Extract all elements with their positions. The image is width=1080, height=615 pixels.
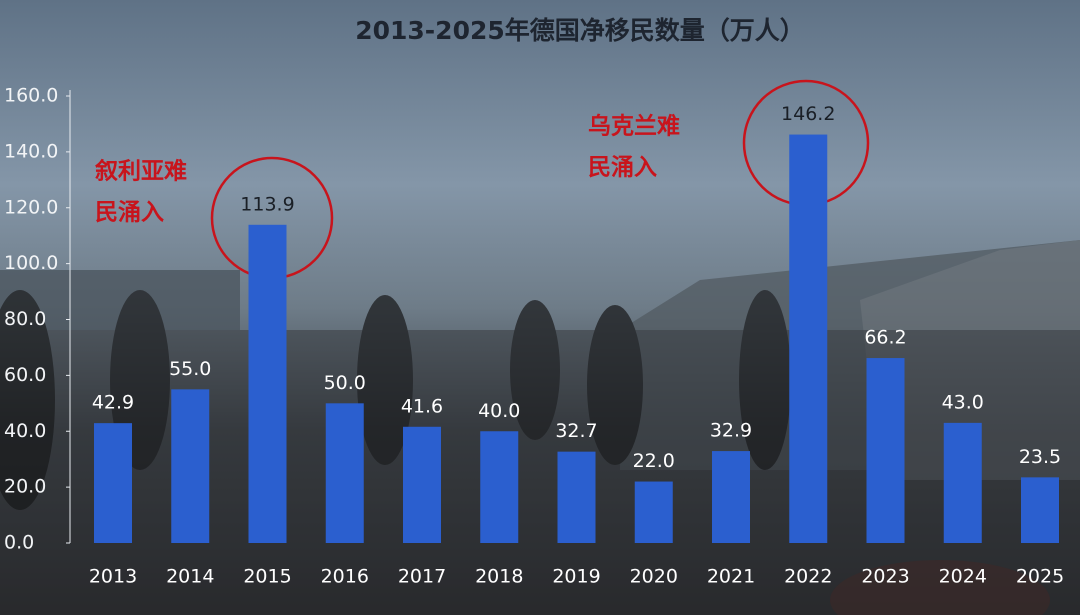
- x-tick-label: 2021: [707, 566, 755, 588]
- y-tick-label: 40.0: [4, 420, 46, 442]
- value-label: 41.6: [401, 395, 443, 417]
- bar: [325, 403, 364, 543]
- value-label: 40.0: [478, 400, 520, 422]
- x-tick-label: 2022: [784, 566, 832, 588]
- bar: [866, 358, 905, 543]
- value-label: 146.2: [781, 103, 835, 125]
- x-tick-label: 2017: [398, 566, 446, 588]
- x-tick-label: 2025: [1016, 566, 1064, 588]
- x-tick-label: 2014: [166, 566, 214, 588]
- bar: [1021, 477, 1059, 543]
- bar: [634, 481, 673, 543]
- x-tick-label: 2019: [552, 566, 600, 588]
- x-tick-label: 2024: [939, 566, 987, 588]
- bar: [557, 451, 596, 543]
- chart-title: 2013-2025年德国净移民数量（万人）: [355, 16, 805, 45]
- value-label: 32.7: [555, 420, 597, 442]
- value-label: 22.0: [633, 450, 675, 472]
- bar: [248, 224, 287, 543]
- y-tick-label: 60.0: [4, 364, 46, 386]
- annotation: 民涌入: [95, 200, 164, 226]
- value-label: 55.0: [169, 358, 211, 380]
- x-tick-label: 2023: [861, 566, 909, 588]
- value-label: 42.9: [92, 392, 134, 414]
- value-label: 113.9: [240, 193, 294, 215]
- y-tick-label: 20.0: [4, 476, 46, 498]
- bar: [403, 426, 441, 543]
- x-tick-label: 2013: [89, 566, 137, 588]
- y-tick-label: 160.0: [4, 85, 58, 107]
- bar: [480, 431, 519, 543]
- y-tick-label: 80.0: [4, 308, 46, 330]
- bar: [94, 423, 132, 543]
- value-label: 66.2: [864, 327, 906, 349]
- value-label: 23.5: [1019, 446, 1061, 468]
- x-tick-label: 2016: [321, 566, 369, 588]
- value-label: 32.9: [710, 420, 752, 442]
- value-label: 50.0: [324, 372, 366, 394]
- annotation: 乌克兰难: [588, 113, 680, 140]
- bar: [712, 451, 750, 543]
- annotation: 民涌入: [588, 155, 657, 181]
- bar: [171, 389, 210, 543]
- x-tick-label: 2020: [630, 566, 678, 588]
- bar: [789, 134, 828, 543]
- bar: [943, 422, 982, 543]
- y-tick-label: 120.0: [4, 196, 58, 218]
- value-label: 43.0: [942, 391, 984, 413]
- x-tick-label: 2015: [243, 566, 291, 588]
- x-tick-label: 2018: [475, 566, 523, 588]
- annotation: 叙利亚难: [95, 158, 187, 185]
- y-tick-label: 0.0: [4, 532, 34, 554]
- y-tick-label: 140.0: [4, 140, 58, 162]
- y-tick-label: 100.0: [4, 252, 58, 274]
